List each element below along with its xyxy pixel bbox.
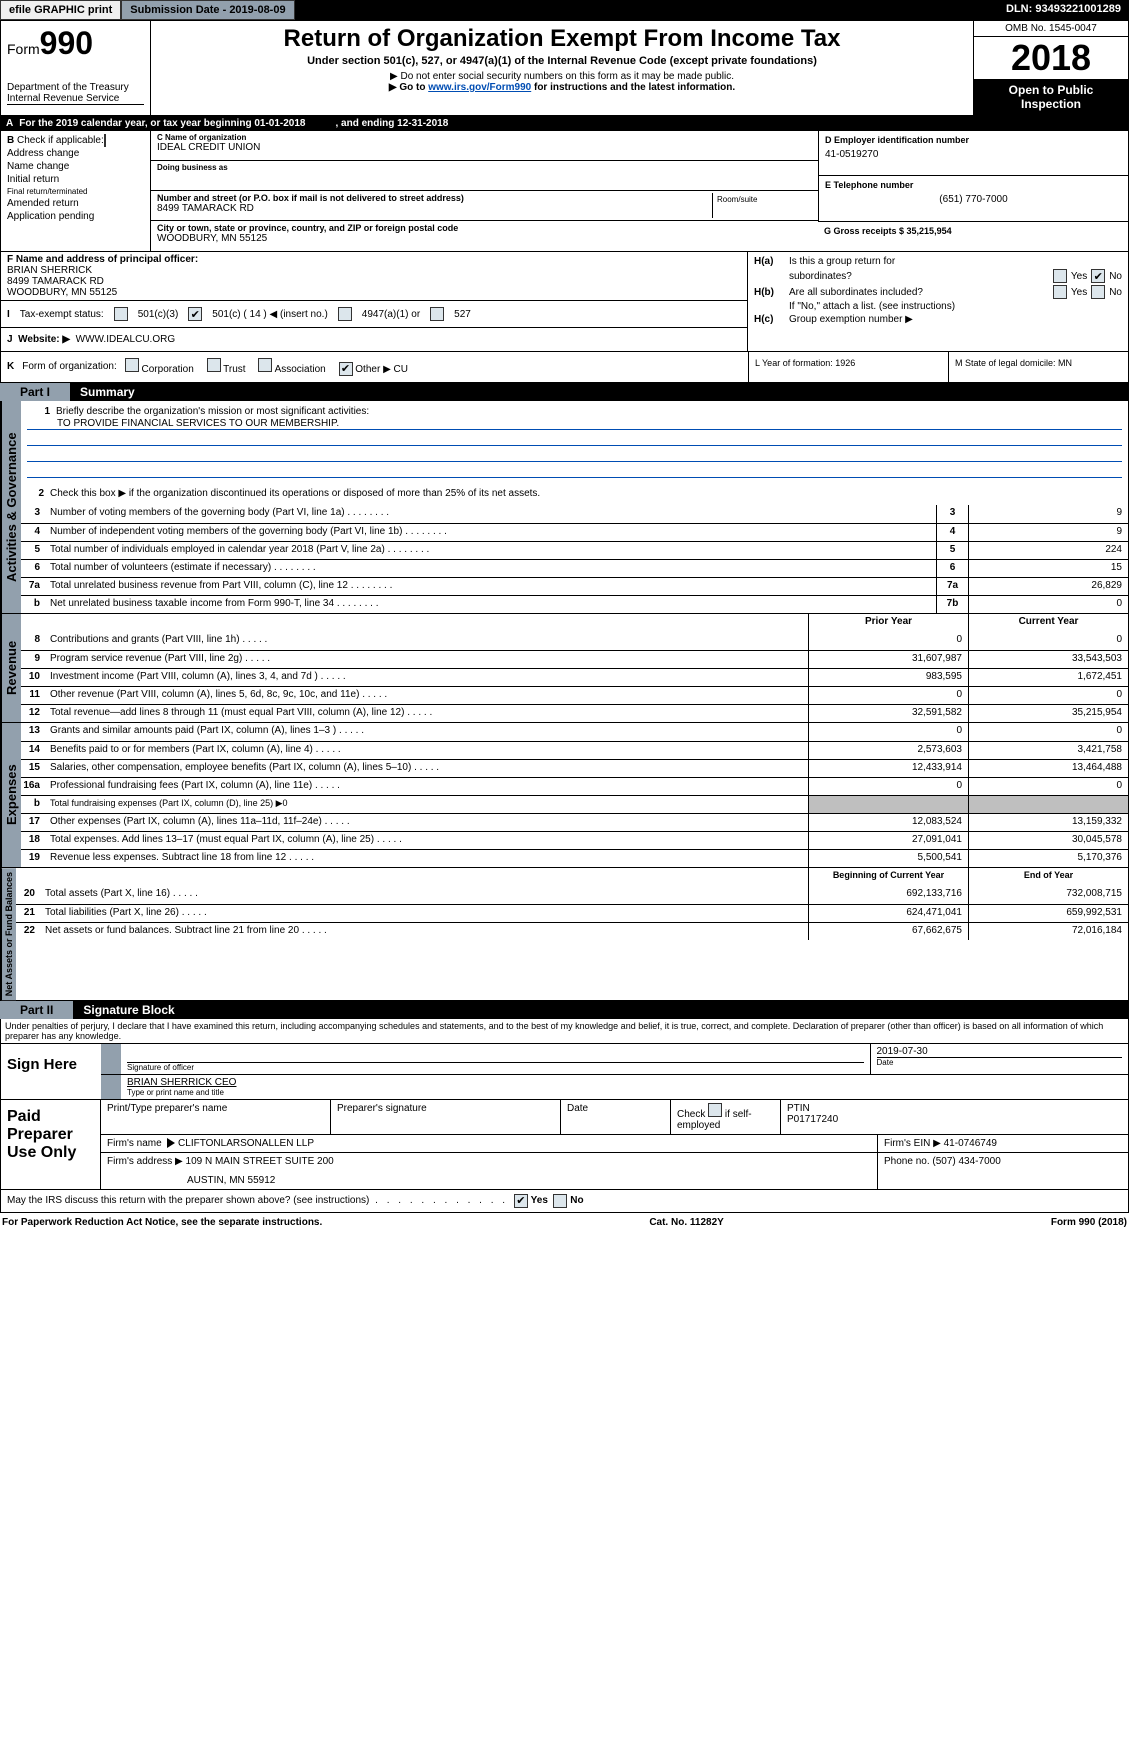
checkbox-icon[interactable] [338,307,352,321]
checkbox-icon[interactable] [1091,285,1105,299]
checkbox-option[interactable]: Amended return [7,198,144,209]
table-row: 19Revenue less expenses. Subtract line 1… [21,849,1128,867]
arrow-icon [167,1138,175,1148]
table-row: bNet unrelated business taxable income f… [21,595,1128,613]
paid-preparer: Paid Preparer Use Only Print/Type prepar… [0,1100,1129,1190]
table-row: 6Total number of volunteers (estimate if… [21,559,1128,577]
checkbox-icon[interactable] [125,358,139,372]
checkbox-option[interactable]: Final return/terminated [7,187,144,196]
checkbox-icon[interactable] [430,307,444,321]
table-row: 14Benefits paid to or for members (Part … [21,741,1128,759]
part2-header: Part II Signature Block [0,1001,1129,1019]
table-row: bTotal fundraising expenses (Part IX, co… [21,795,1128,813]
net-assets-section: Net Assets or Fund Balances Beginning of… [0,868,1129,1001]
table-row: 17Other expenses (Part IX, column (A), l… [21,813,1128,831]
checkbox-icon[interactable] [104,134,106,147]
checkbox-icon[interactable] [553,1194,567,1208]
block-bcd: B Check if applicable: Address changeNam… [0,131,1129,252]
table-row: 4Number of independent voting members of… [21,523,1128,541]
table-row: 22Net assets or fund balances. Subtract … [16,922,1128,940]
table-row: 12Total revenue—add lines 8 through 11 (… [21,704,1128,722]
row-fgh: F Name and address of principal officer:… [0,252,1129,352]
form-title: Return of Organization Exempt From Incom… [161,25,963,53]
checkbox-option[interactable]: Initial return [7,174,144,185]
signature-block: Under penalties of perjury, I declare th… [0,1019,1129,1100]
top-bar: efile GRAPHIC print Submission Date - 20… [0,0,1129,20]
form-header: Form990 Department of the Treasury Inter… [0,20,1129,116]
table-row: 9Program service revenue (Part VIII, lin… [21,650,1128,668]
checkbox-icon[interactable]: ✔ [188,307,202,321]
table-row: 10Investment income (Part VIII, column (… [21,668,1128,686]
checkbox-option[interactable]: Address change [7,148,144,159]
table-row: 11Other revenue (Part VIII, column (A), … [21,686,1128,704]
row-klm: K Form of organization: Corporation Trus… [0,352,1129,383]
checkbox-icon[interactable] [1053,269,1067,283]
table-row: 5Total number of individuals employed in… [21,541,1128,559]
discuss-row: May the IRS discuss this return with the… [0,1190,1129,1213]
dln: DLN: 93493221001289 [998,0,1129,20]
checkbox-icon[interactable] [114,307,128,321]
checkbox-icon[interactable]: ✔ [514,1194,528,1208]
table-row: 7aTotal unrelated business revenue from … [21,577,1128,595]
table-row: 3Number of voting members of the governi… [21,505,1128,523]
table-row: 18Total expenses. Add lines 13–17 (must … [21,831,1128,849]
table-row: 20Total assets (Part X, line 16) . . . .… [16,886,1128,904]
irs-link[interactable]: www.irs.gov/Form990 [428,82,531,93]
table-row: 13Grants and similar amounts paid (Part … [21,723,1128,741]
table-row: 8Contributions and grants (Part VIII, li… [21,632,1128,650]
checkbox-icon[interactable]: ✔ [1091,269,1105,283]
checkbox-option[interactable]: Application pending [7,211,144,222]
expenses-section: Expenses 13Grants and similar amounts pa… [0,723,1129,868]
efile-btn[interactable]: efile GRAPHIC print [0,0,121,20]
checkbox-icon[interactable] [1053,285,1067,299]
checkbox-option[interactable]: Name change [7,161,144,172]
checkbox-icon[interactable] [708,1103,722,1117]
checkbox-icon[interactable]: ✔ [339,362,353,376]
checkbox-icon[interactable] [207,358,221,372]
governance-section: Activities & Governance 1Briefly describ… [0,401,1129,614]
line-a: A For the 2019 calendar year, or tax yea… [0,116,1129,131]
table-row: 16aProfessional fundraising fees (Part I… [21,777,1128,795]
revenue-section: Revenue Prior Year Current Year 8Contrib… [0,614,1129,723]
table-row: 15Salaries, other compensation, employee… [21,759,1128,777]
part1-header: Part I Summary [0,383,1129,401]
submission-date: Submission Date - 2019-08-09 [121,0,294,20]
footer: For Paperwork Reduction Act Notice, see … [0,1213,1129,1232]
checkbox-icon[interactable] [258,358,272,372]
table-row: 21Total liabilities (Part X, line 26) . … [16,904,1128,922]
